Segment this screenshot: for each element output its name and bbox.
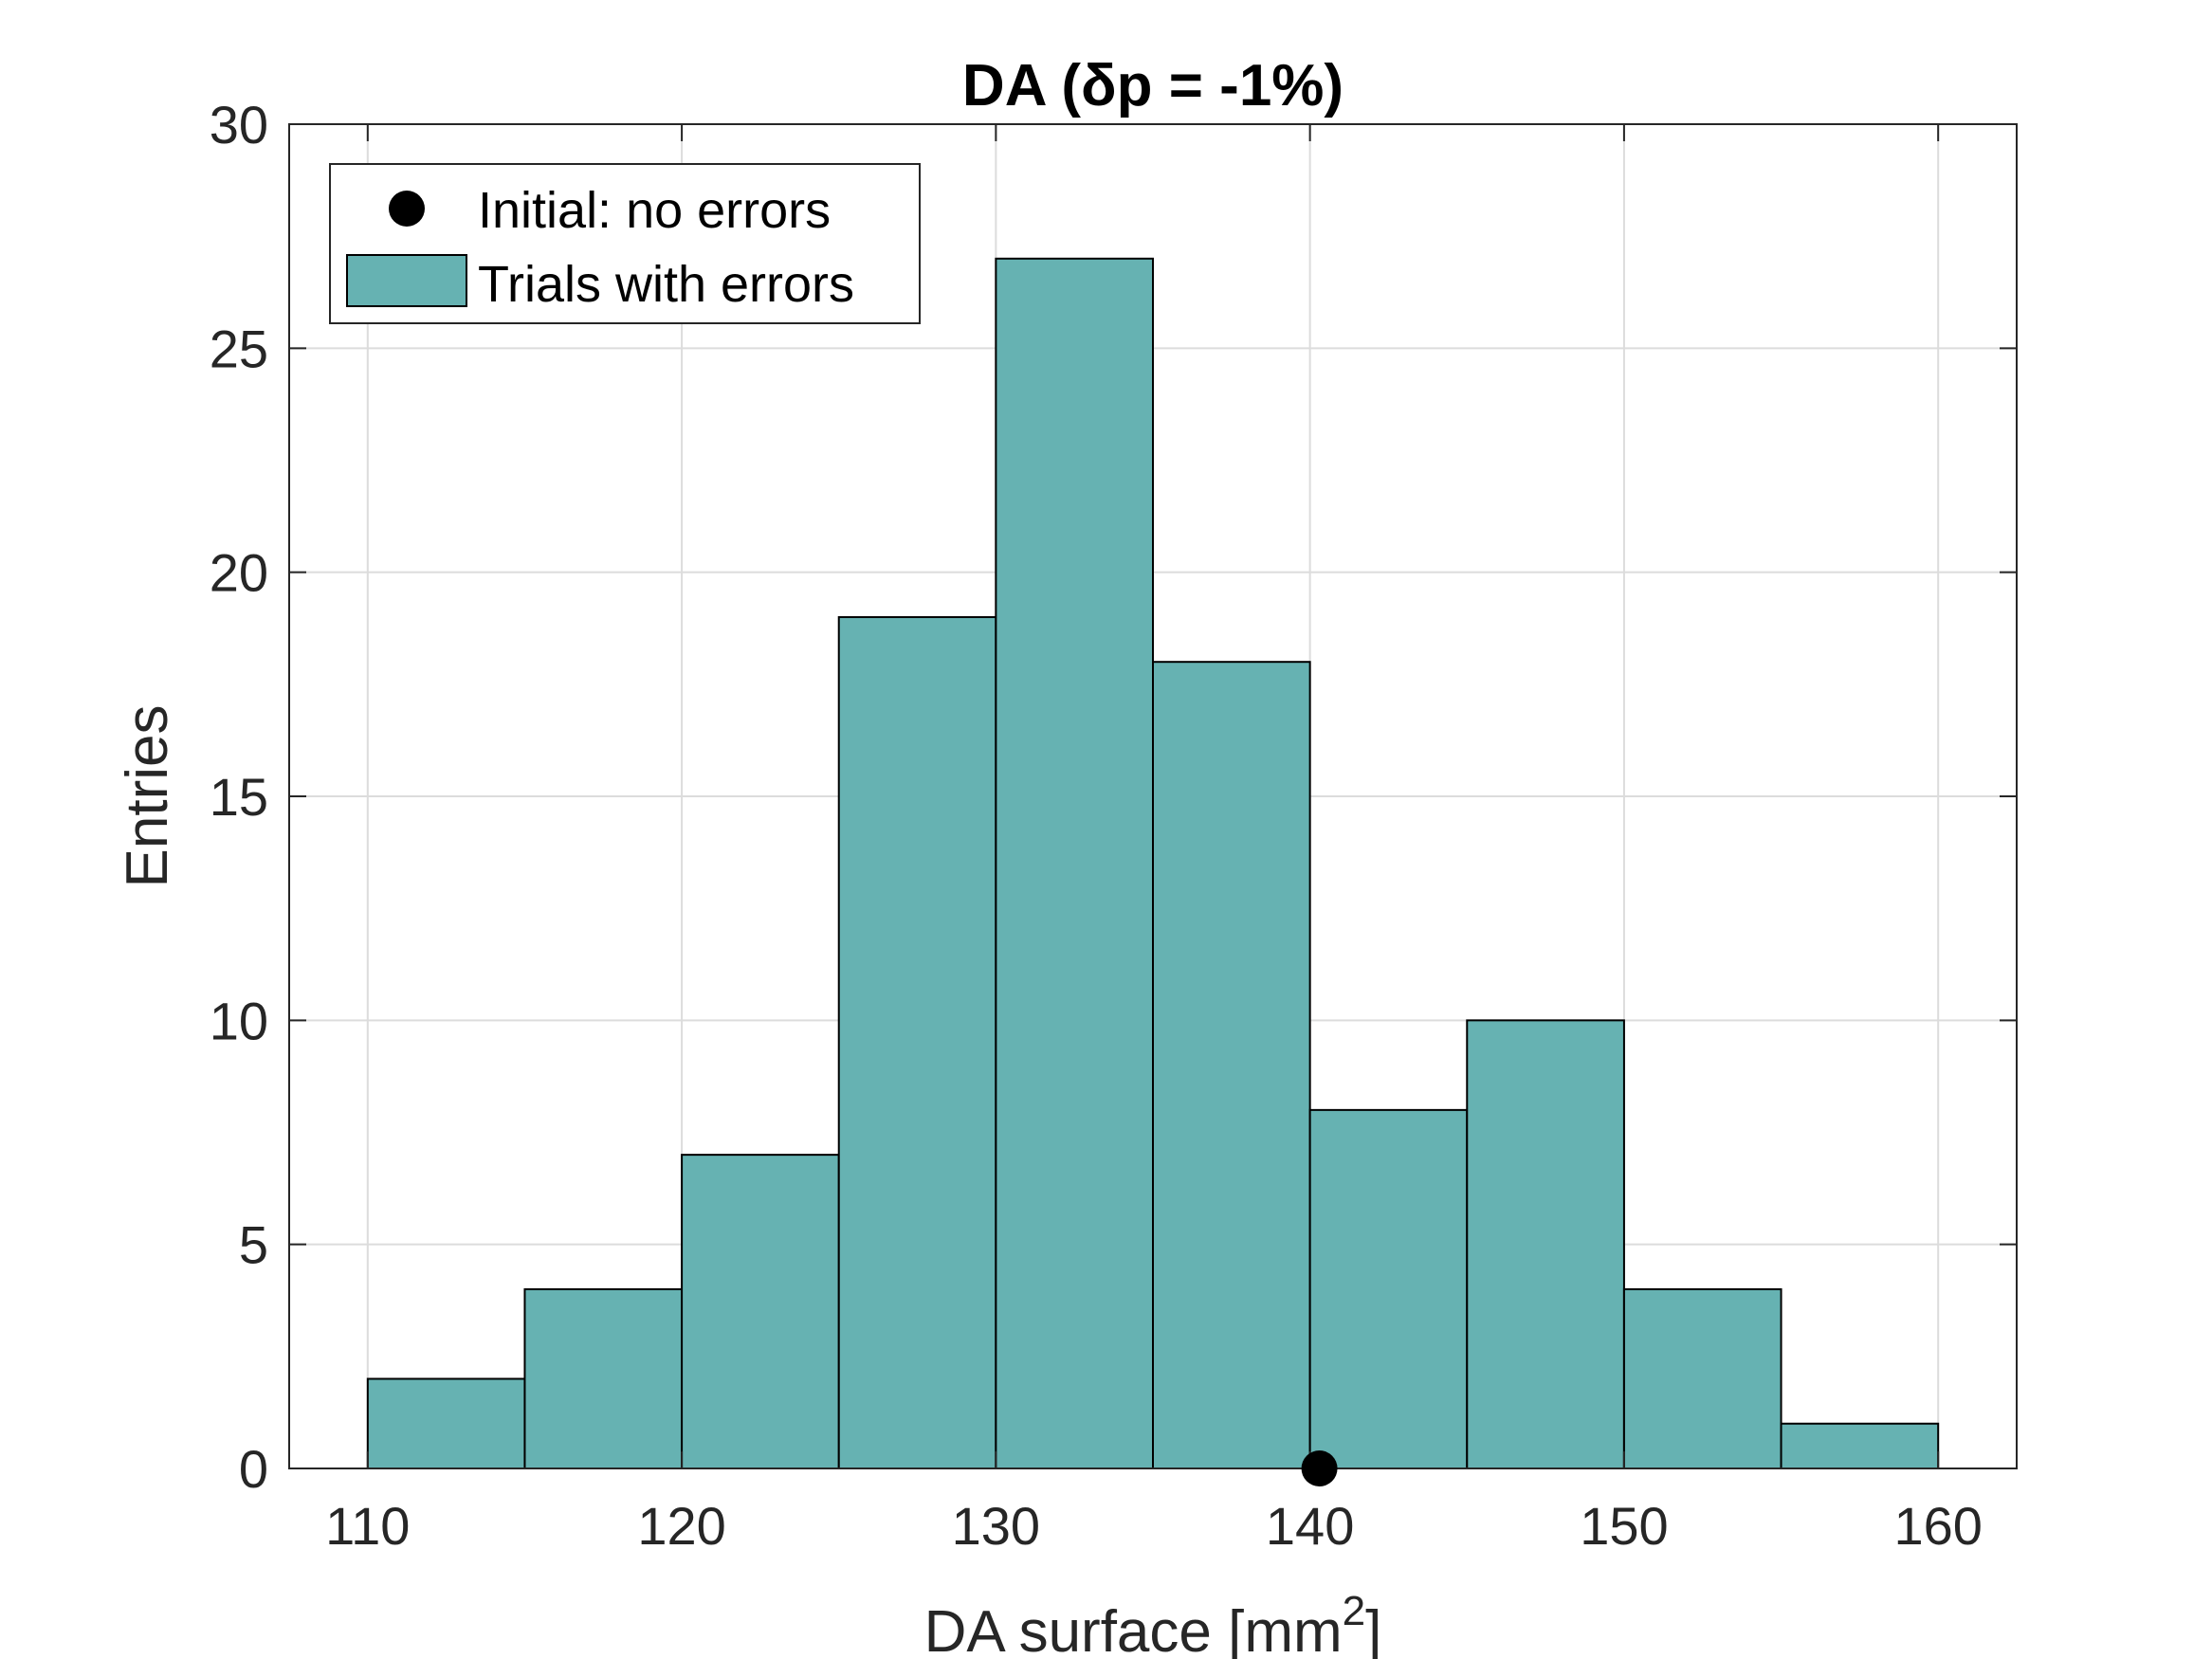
x-tick-label: 110: [325, 1496, 410, 1556]
histogram-bars: [366, 257, 1940, 1470]
y-tick-label: 10: [210, 991, 268, 1050]
histogram-bar: [1152, 661, 1311, 1469]
x-tick-label: 130: [952, 1496, 1040, 1556]
x-tick-label: 140: [1266, 1496, 1354, 1556]
histogram-bar: [1466, 1019, 1625, 1470]
y-tick-label: 0: [239, 1439, 268, 1499]
y-axis-label: Entries: [115, 705, 180, 888]
legend-label-trials: Trials with errors: [478, 256, 854, 313]
legend-label-initial: Initial: no errors: [478, 182, 831, 239]
x-tick-label: 150: [1580, 1496, 1668, 1556]
legend-marker-trials: [346, 254, 467, 307]
histogram-bar: [1622, 1287, 1782, 1470]
x-tick-labels: 110 120 130 140 150 160: [325, 1496, 1983, 1556]
x-tick-label: 120: [637, 1496, 725, 1556]
legend-marker-initial: [389, 191, 425, 227]
histogram-bar: [1308, 1108, 1469, 1470]
x-axis-label-superscript: 2: [1343, 1588, 1365, 1634]
histogram-bar: [995, 257, 1155, 1469]
y-tick-labels: 0 5 10 15 20 25 30: [210, 95, 268, 1499]
x-axis-label: DA surface [mm2]: [924, 1588, 1382, 1659]
x-tick-label: 160: [1893, 1496, 1982, 1556]
initial-point: [1301, 1450, 1338, 1486]
histogram-bar: [366, 1377, 526, 1470]
histogram-bar: [681, 1154, 840, 1469]
y-tick-label: 20: [210, 543, 268, 603]
y-tick-label: 15: [210, 767, 268, 827]
y-tick-label: 30: [210, 95, 268, 155]
legend: Initial: no errors Trials with errors: [329, 163, 921, 324]
histogram-bar: [837, 615, 997, 1469]
axis-ticks: [289, 123, 2017, 1469]
chart-title: DA (δp = -1%): [962, 53, 1344, 118]
y-tick-label: 25: [210, 319, 268, 378]
y-tick-label: 5: [239, 1215, 268, 1275]
histogram-bar: [523, 1287, 684, 1470]
initial-points: [1301, 1450, 1338, 1486]
histogram-bar: [1780, 1422, 1940, 1469]
